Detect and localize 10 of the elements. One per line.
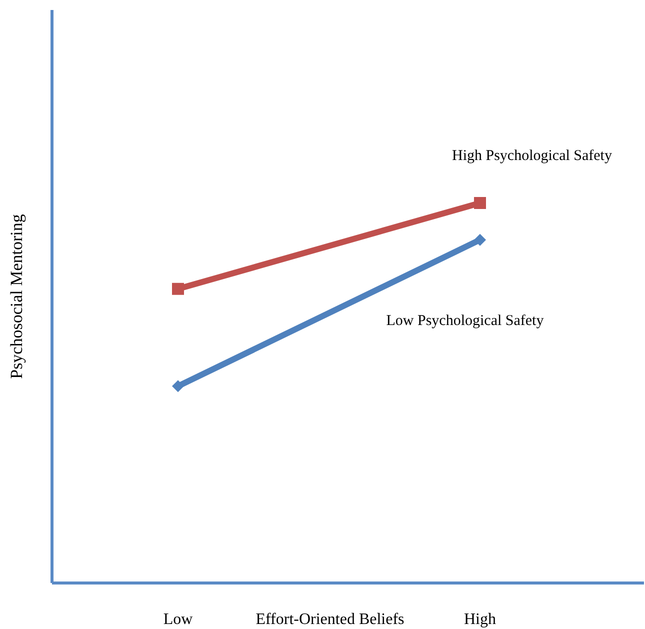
x-tick-label: High [464, 611, 496, 628]
y-axis-title: Psychosocial Mentoring [7, 214, 26, 379]
series-label: Low Psychological Safety [386, 312, 544, 329]
text: High Psychological Safety [452, 148, 612, 164]
point [172, 380, 184, 392]
point [474, 234, 486, 246]
point [172, 282, 184, 295]
point [474, 197, 486, 209]
x-axis-title: Effort-Oriented Beliefs [256, 611, 404, 628]
x-tick-label: Low [163, 611, 194, 628]
